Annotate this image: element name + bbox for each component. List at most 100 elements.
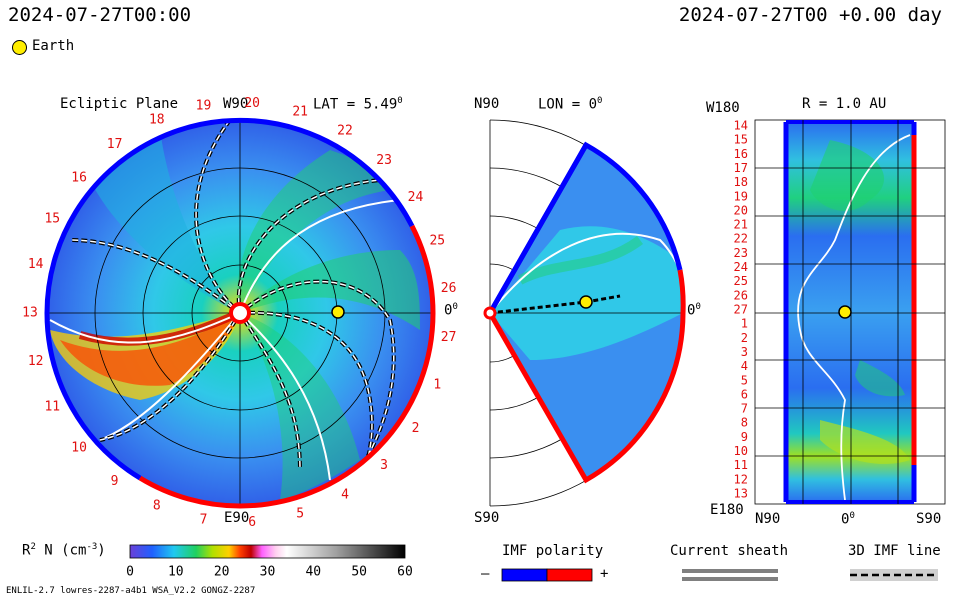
carrington-label-9: 9 xyxy=(111,474,119,489)
colorbar-label: R2 N (cm-3) xyxy=(22,542,106,559)
synoptic-row-13: 13 xyxy=(734,487,748,501)
carrington-label-22: 22 xyxy=(337,124,353,139)
carrington-label-27: 27 xyxy=(441,330,457,345)
synoptic-row-17: 17 xyxy=(734,161,748,175)
ecliptic-lat-label: LAT = 5.490 xyxy=(313,96,403,113)
ecliptic-top-label: W90 xyxy=(223,96,249,112)
colorbar-ticks: 0 10 20 30 40 50 60 xyxy=(126,565,413,580)
colorbar-tick-10: 10 xyxy=(168,565,184,580)
ecliptic-right-label: 00 xyxy=(444,302,458,319)
colorbar-tick-60: 60 xyxy=(397,565,413,580)
carrington-label-6: 6 xyxy=(248,515,256,530)
carrington-label-11: 11 xyxy=(44,400,60,415)
synoptic-row-5: 5 xyxy=(741,373,748,387)
earth-legend-icon xyxy=(12,40,27,55)
synoptic-row-20: 20 xyxy=(734,203,748,217)
carrington-label-12: 12 xyxy=(28,354,44,369)
carrington-label-16: 16 xyxy=(71,171,87,186)
synoptic-row-21: 21 xyxy=(734,218,748,232)
carrington-label-1: 1 xyxy=(433,377,441,392)
carrington-longitude-labels: 19 20212223242526271234567891011121314151… xyxy=(22,96,456,530)
carrington-label-10: 10 xyxy=(71,441,87,456)
earth-marker-synoptic xyxy=(838,305,852,319)
colorbar-tick-0: 0 xyxy=(126,565,134,580)
synoptic-row-26: 26 xyxy=(734,288,748,302)
synoptic-x-mid: 00 xyxy=(841,511,855,528)
earth-legend-label: Earth xyxy=(32,38,75,54)
colorbar-tick-50: 50 xyxy=(351,565,367,580)
imf-line-legend-swatch xyxy=(850,569,938,581)
synoptic-row-10: 10 xyxy=(734,444,748,458)
synoptic-row-22: 22 xyxy=(734,232,748,246)
imf-polarity-plus: + xyxy=(600,566,609,582)
synoptic-row-11: 11 xyxy=(734,458,748,472)
carrington-label-14: 14 xyxy=(28,257,44,272)
synoptic-row-23: 23 xyxy=(734,246,748,260)
colorbar-tick-40: 40 xyxy=(305,565,321,580)
colorbar-tick-30: 30 xyxy=(260,565,276,580)
synoptic-top-left: W180 xyxy=(706,100,740,116)
synoptic-map xyxy=(754,119,946,505)
synoptic-row-8: 8 xyxy=(741,416,748,430)
ecliptic-title: Ecliptic Plane xyxy=(60,96,179,112)
synoptic-row-labels: 1415161718192021222324252627123456789101… xyxy=(734,119,748,501)
carrington-label-24: 24 xyxy=(408,190,424,205)
carrington-label-26: 26 xyxy=(441,281,457,296)
meridional-right-label: 00 xyxy=(687,302,701,319)
synoptic-row-15: 15 xyxy=(734,133,748,147)
ecliptic-bottom-label: E90 xyxy=(224,510,250,526)
synoptic-row-25: 25 xyxy=(734,274,748,288)
synoptic-row-12: 12 xyxy=(734,472,748,486)
meridional-lon-label: LON = 00 xyxy=(538,96,603,113)
synoptic-row-7: 7 xyxy=(741,402,748,416)
carrington-label-25: 25 xyxy=(429,234,445,249)
imf-polarity-title: IMF polarity xyxy=(502,543,604,559)
synoptic-row-9: 9 xyxy=(741,430,748,444)
model-footer: ENLIL-2.7 lowres-2287-a4b1 WSA_V2.2 GONG… xyxy=(6,586,256,596)
carrington-label-15: 15 xyxy=(44,211,60,226)
synoptic-bottom-left: E180 xyxy=(710,502,744,518)
carrington-label-21: 21 xyxy=(292,104,308,119)
carrington-label-4: 4 xyxy=(341,487,349,502)
synoptic-x-left: N90 xyxy=(755,511,781,527)
carrington-label-3: 3 xyxy=(380,458,388,473)
synoptic-row-6: 6 xyxy=(741,387,748,401)
density-colorbar xyxy=(129,544,406,559)
imf-polarity-legend-bar xyxy=(501,568,593,582)
earth-marker-ecliptic xyxy=(331,305,345,319)
current-sheath-legend-swatch xyxy=(682,569,778,581)
sun-marker xyxy=(229,302,251,324)
earth-marker-meridional xyxy=(579,295,593,309)
meridional-top-label: N90 xyxy=(474,96,500,112)
synoptic-row-2: 2 xyxy=(741,331,748,345)
synoptic-row-14: 14 xyxy=(734,119,748,133)
imf-polarity-minus: – xyxy=(481,566,490,582)
ecliptic-plane-map xyxy=(44,117,436,509)
synoptic-row-27: 27 xyxy=(734,303,748,317)
carrington-label-17: 17 xyxy=(107,137,123,152)
carrington-label-5: 5 xyxy=(296,507,304,522)
carrington-label-20: 20 xyxy=(244,96,260,111)
carrington-label-23: 23 xyxy=(376,153,392,168)
carrington-label-8: 8 xyxy=(153,498,161,513)
synoptic-row-16: 16 xyxy=(734,147,748,161)
current-sheath-title: Current sheath xyxy=(670,543,789,559)
synoptic-row-19: 19 xyxy=(734,189,748,203)
colorbar-tick-20: 20 xyxy=(214,565,230,580)
synoptic-row-1: 1 xyxy=(741,317,748,331)
synoptic-row-4: 4 xyxy=(741,359,748,373)
carrington-label-19: 19 xyxy=(196,99,212,114)
synoptic-row-3: 3 xyxy=(741,345,748,359)
imf-line-title: 3D IMF line xyxy=(848,543,941,559)
synoptic-row-18: 18 xyxy=(734,175,748,189)
carrington-label-13: 13 xyxy=(22,306,38,321)
carrington-label-7: 7 xyxy=(200,512,208,527)
carrington-label-2: 2 xyxy=(412,421,420,436)
synoptic-x-right: S90 xyxy=(916,511,942,527)
meridional-bottom-label: S90 xyxy=(474,510,500,526)
timestamp-right: 2024-07-27T00 +0.00 day xyxy=(678,4,942,26)
synoptic-r-label: R = 1.0 AU xyxy=(802,96,887,112)
synoptic-row-24: 24 xyxy=(734,260,748,274)
meridional-plane-map xyxy=(483,119,686,507)
